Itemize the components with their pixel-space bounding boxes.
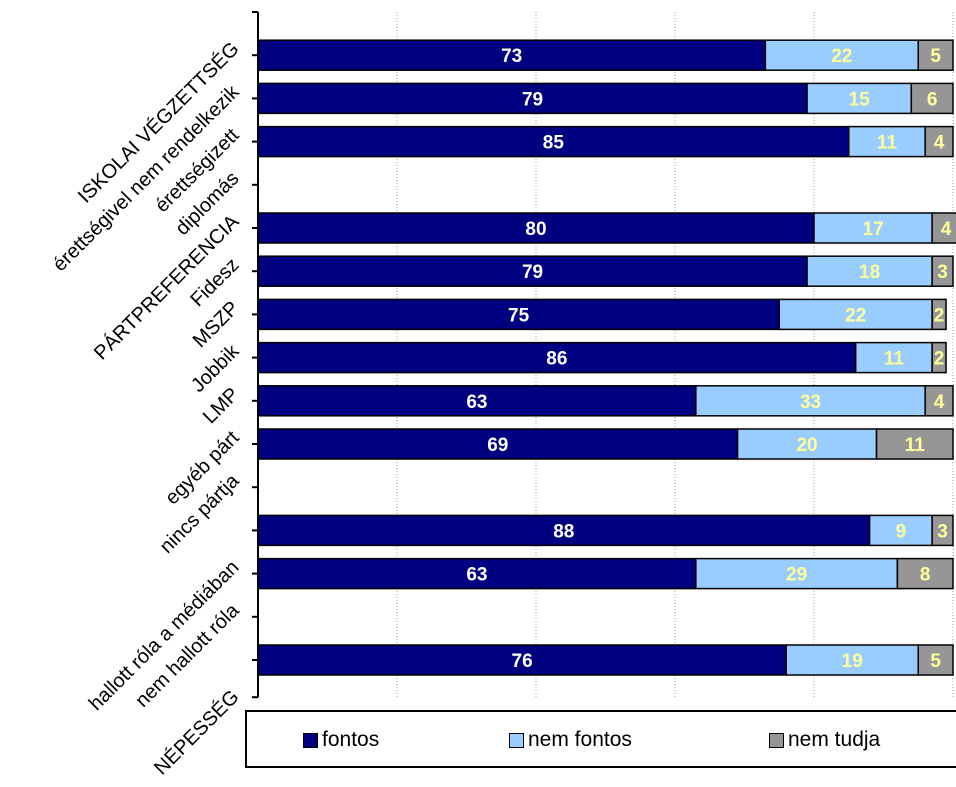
bar-nem-fontos xyxy=(854,341,933,374)
data-label: 6 xyxy=(927,89,938,110)
bar-nem-tudja xyxy=(875,428,954,460)
data-label: 4 xyxy=(934,133,945,154)
data-label: 19 xyxy=(842,651,863,672)
category-label: Jobbik xyxy=(187,340,244,397)
data-label: 11 xyxy=(884,349,905,370)
data-label: 63 xyxy=(466,392,487,413)
legend-item-fontos: fontos xyxy=(303,728,379,752)
data-label: 80 xyxy=(525,219,546,240)
data-label: 4 xyxy=(934,392,945,413)
data-label: 29 xyxy=(786,565,807,586)
data-label: 3 xyxy=(937,262,948,283)
data-label: 11 xyxy=(877,133,898,154)
data-label: 63 xyxy=(466,565,487,586)
bar-nem-tudja xyxy=(931,255,954,287)
data-label: 33 xyxy=(800,392,821,413)
legend-item-nem-tudja: nem tudja xyxy=(769,728,880,752)
bar-nem-fontos xyxy=(785,644,920,676)
data-label: 76 xyxy=(512,651,533,672)
data-label: 73 xyxy=(501,46,522,67)
legend-swatch-nem-tudja xyxy=(769,732,784,748)
legend-label-nem-fontos: nem fontos xyxy=(528,728,632,751)
data-label: 75 xyxy=(508,305,530,326)
bar-fontos xyxy=(257,255,808,287)
bar-nem-tudja xyxy=(917,644,954,676)
bar-nem-fontos xyxy=(806,82,913,115)
data-label: 5 xyxy=(930,46,941,67)
bar-fontos xyxy=(257,644,787,676)
data-label: 20 xyxy=(796,435,817,456)
data-label: 8 xyxy=(920,565,931,586)
data-label: 86 xyxy=(546,349,567,370)
legend-label-fontos: fontos xyxy=(322,728,380,751)
bar-fontos xyxy=(257,428,739,460)
legend-label-nem-tudja: nem tudja xyxy=(788,728,881,751)
bar-nem-tudja xyxy=(931,298,947,331)
category-label: NÉPESSÉG xyxy=(149,685,243,779)
bar-nem-tudja xyxy=(924,385,954,417)
data-label: 2 xyxy=(934,349,945,370)
bar-nem-tudja xyxy=(924,125,954,158)
data-label: 22 xyxy=(831,46,852,67)
bar-nem-tudja xyxy=(931,341,947,374)
legend-swatch-fontos xyxy=(303,732,318,748)
legend-swatch-nem-fontos xyxy=(509,732,524,748)
data-label: 79 xyxy=(522,89,543,110)
data-label: 18 xyxy=(859,262,880,283)
data-label: 17 xyxy=(863,219,884,240)
data-label: 85 xyxy=(543,133,565,154)
bar-nem-fontos xyxy=(813,212,933,244)
data-label: 15 xyxy=(849,89,871,110)
bar-nem-fontos xyxy=(736,428,878,460)
bar-fontos xyxy=(257,341,857,374)
bar-nem-tudja xyxy=(931,514,954,547)
bar-nem-fontos xyxy=(695,557,899,590)
data-label: 79 xyxy=(522,262,543,283)
data-label: 2 xyxy=(934,305,945,326)
data-label: 9 xyxy=(896,521,907,542)
bar-nem-tudja xyxy=(931,212,956,244)
legend-item-nem-fontos: nem fontos xyxy=(509,728,632,752)
chart-legend: fontos nem fontos nem tudja xyxy=(245,710,956,768)
bar-nem-tudja xyxy=(917,39,954,71)
data-label: 3 xyxy=(937,521,948,542)
bar-fontos xyxy=(257,39,767,71)
data-label: 11 xyxy=(905,435,926,456)
data-label: 88 xyxy=(553,521,574,542)
bar-nem-fontos xyxy=(778,298,933,331)
data-label: 4 xyxy=(941,219,952,240)
data-label: 22 xyxy=(845,305,866,326)
data-label: 5 xyxy=(930,651,941,672)
bar-nem-fontos xyxy=(868,514,933,547)
bar-nem-tudja xyxy=(910,82,954,115)
bar-nem-tudja xyxy=(896,557,954,590)
data-label: 69 xyxy=(487,435,508,456)
bar-fontos xyxy=(257,125,850,158)
